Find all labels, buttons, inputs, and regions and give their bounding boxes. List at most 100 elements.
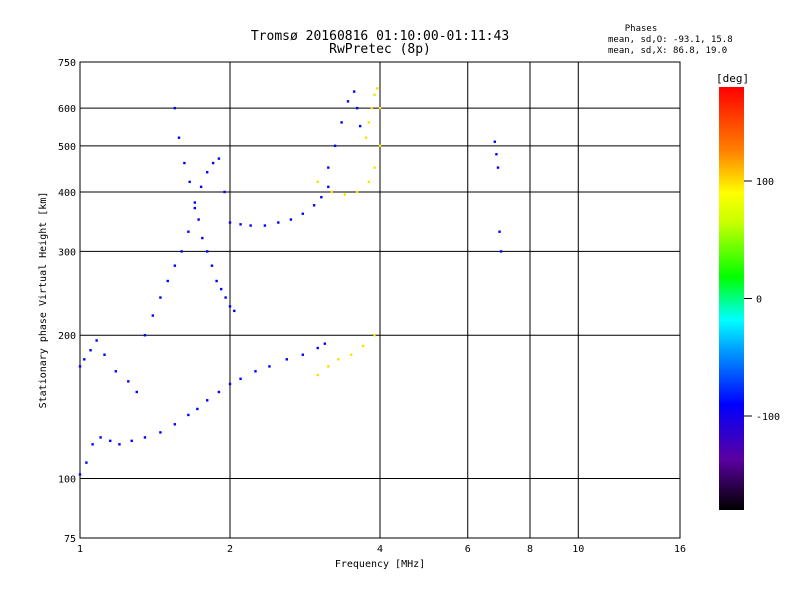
x-tick-label: 1 [77,544,83,555]
data-point [330,190,333,194]
y-tick-label: 600 [58,104,76,115]
data-point [211,161,215,165]
data-point [337,358,340,361]
data-point [197,218,200,221]
data-point [370,106,373,110]
data-point [312,204,316,207]
data-point [355,106,359,110]
data-point [118,443,121,446]
data-point [496,166,500,169]
data-point [151,314,155,317]
data-point [268,365,271,368]
data-point [301,353,305,356]
x-tick-label: 8 [527,544,533,555]
data-point [352,90,356,93]
phase-o-stats: mean, sd,O: -93.1, 15.8 [608,35,733,45]
data-point [249,224,252,227]
data-point [493,140,497,143]
phase-x-stats: mean, sd,X: 86.8, 19.0 [608,46,727,56]
data-point [495,153,498,156]
data-point [277,221,280,224]
data-point [316,346,319,350]
data-point [78,473,82,476]
data-point [215,279,218,283]
data-point [263,224,267,227]
data-point [358,124,362,128]
data-point [173,106,177,110]
data-point [228,382,232,386]
chart-title: Tromsø 20160816 01:10:00-01:11:43 [251,29,509,44]
data-point [210,264,214,267]
data-point [109,439,112,443]
data-point [378,106,382,110]
data-point [99,436,102,439]
x-tick-label: 2 [227,544,233,555]
x-tick-label: 6 [465,544,471,555]
data-point [285,358,288,361]
data-point [177,136,181,139]
data-points [78,87,503,476]
data-point [340,121,343,124]
data-point [254,370,257,373]
x-tick-label: 16 [674,544,686,555]
x-tick-label: 10 [572,544,584,555]
data-point [378,144,382,148]
data-point [127,380,130,383]
data-point [173,423,177,426]
x-axis-label: Frequency [MHz] [335,559,425,570]
y-axis-label: Stationary phase Virtual Height [km] [38,192,49,409]
data-point [199,185,203,189]
data-point [183,161,186,165]
data-point [85,461,88,464]
data-point [349,353,353,356]
y-axis-ticks: 75 100 200 300 400 500 600 750 [58,58,76,545]
data-point [498,230,501,233]
data-point [205,399,209,402]
data-point [316,373,319,377]
data-point [223,190,226,194]
data-point [355,190,359,194]
data-point [373,93,376,96]
data-point [301,212,305,215]
data-point [343,193,347,196]
colorbar-label: [deg] [716,72,749,85]
data-point [239,223,242,226]
data-point [193,206,197,210]
data-point [89,349,92,352]
data-point [166,279,169,283]
data-point [219,287,223,291]
y-tick-label: 400 [58,188,76,199]
data-point [188,180,191,184]
data-point [135,390,138,394]
data-point [233,309,236,313]
data-point [173,264,177,267]
y-tick-label: 100 [58,475,76,486]
data-point [346,100,350,103]
data-point [187,413,190,417]
data-point [83,358,86,361]
y-tick-label: 300 [58,247,76,258]
data-point [159,296,162,299]
data-point [499,250,503,253]
colorbar-ticks: 100 0 -100 [744,177,780,423]
data-point [289,218,293,221]
data-point [205,250,209,253]
data-point [196,407,199,411]
data-point [187,230,190,233]
data-point [143,334,147,337]
data-point [114,370,118,373]
chart-subtitle: RwPretec (8p) [329,42,431,57]
data-point [180,250,183,253]
x-tick-label: 4 [377,544,383,555]
y-tick-label: 200 [58,331,76,342]
colorbar [719,87,744,510]
data-point [228,221,232,224]
data-point [103,353,106,356]
colorbar-tick-label: 100 [756,177,774,188]
y-tick-label: 75 [64,534,76,545]
data-point [201,236,204,240]
data-point [228,305,232,308]
data-point [217,157,221,160]
data-point [361,344,365,348]
